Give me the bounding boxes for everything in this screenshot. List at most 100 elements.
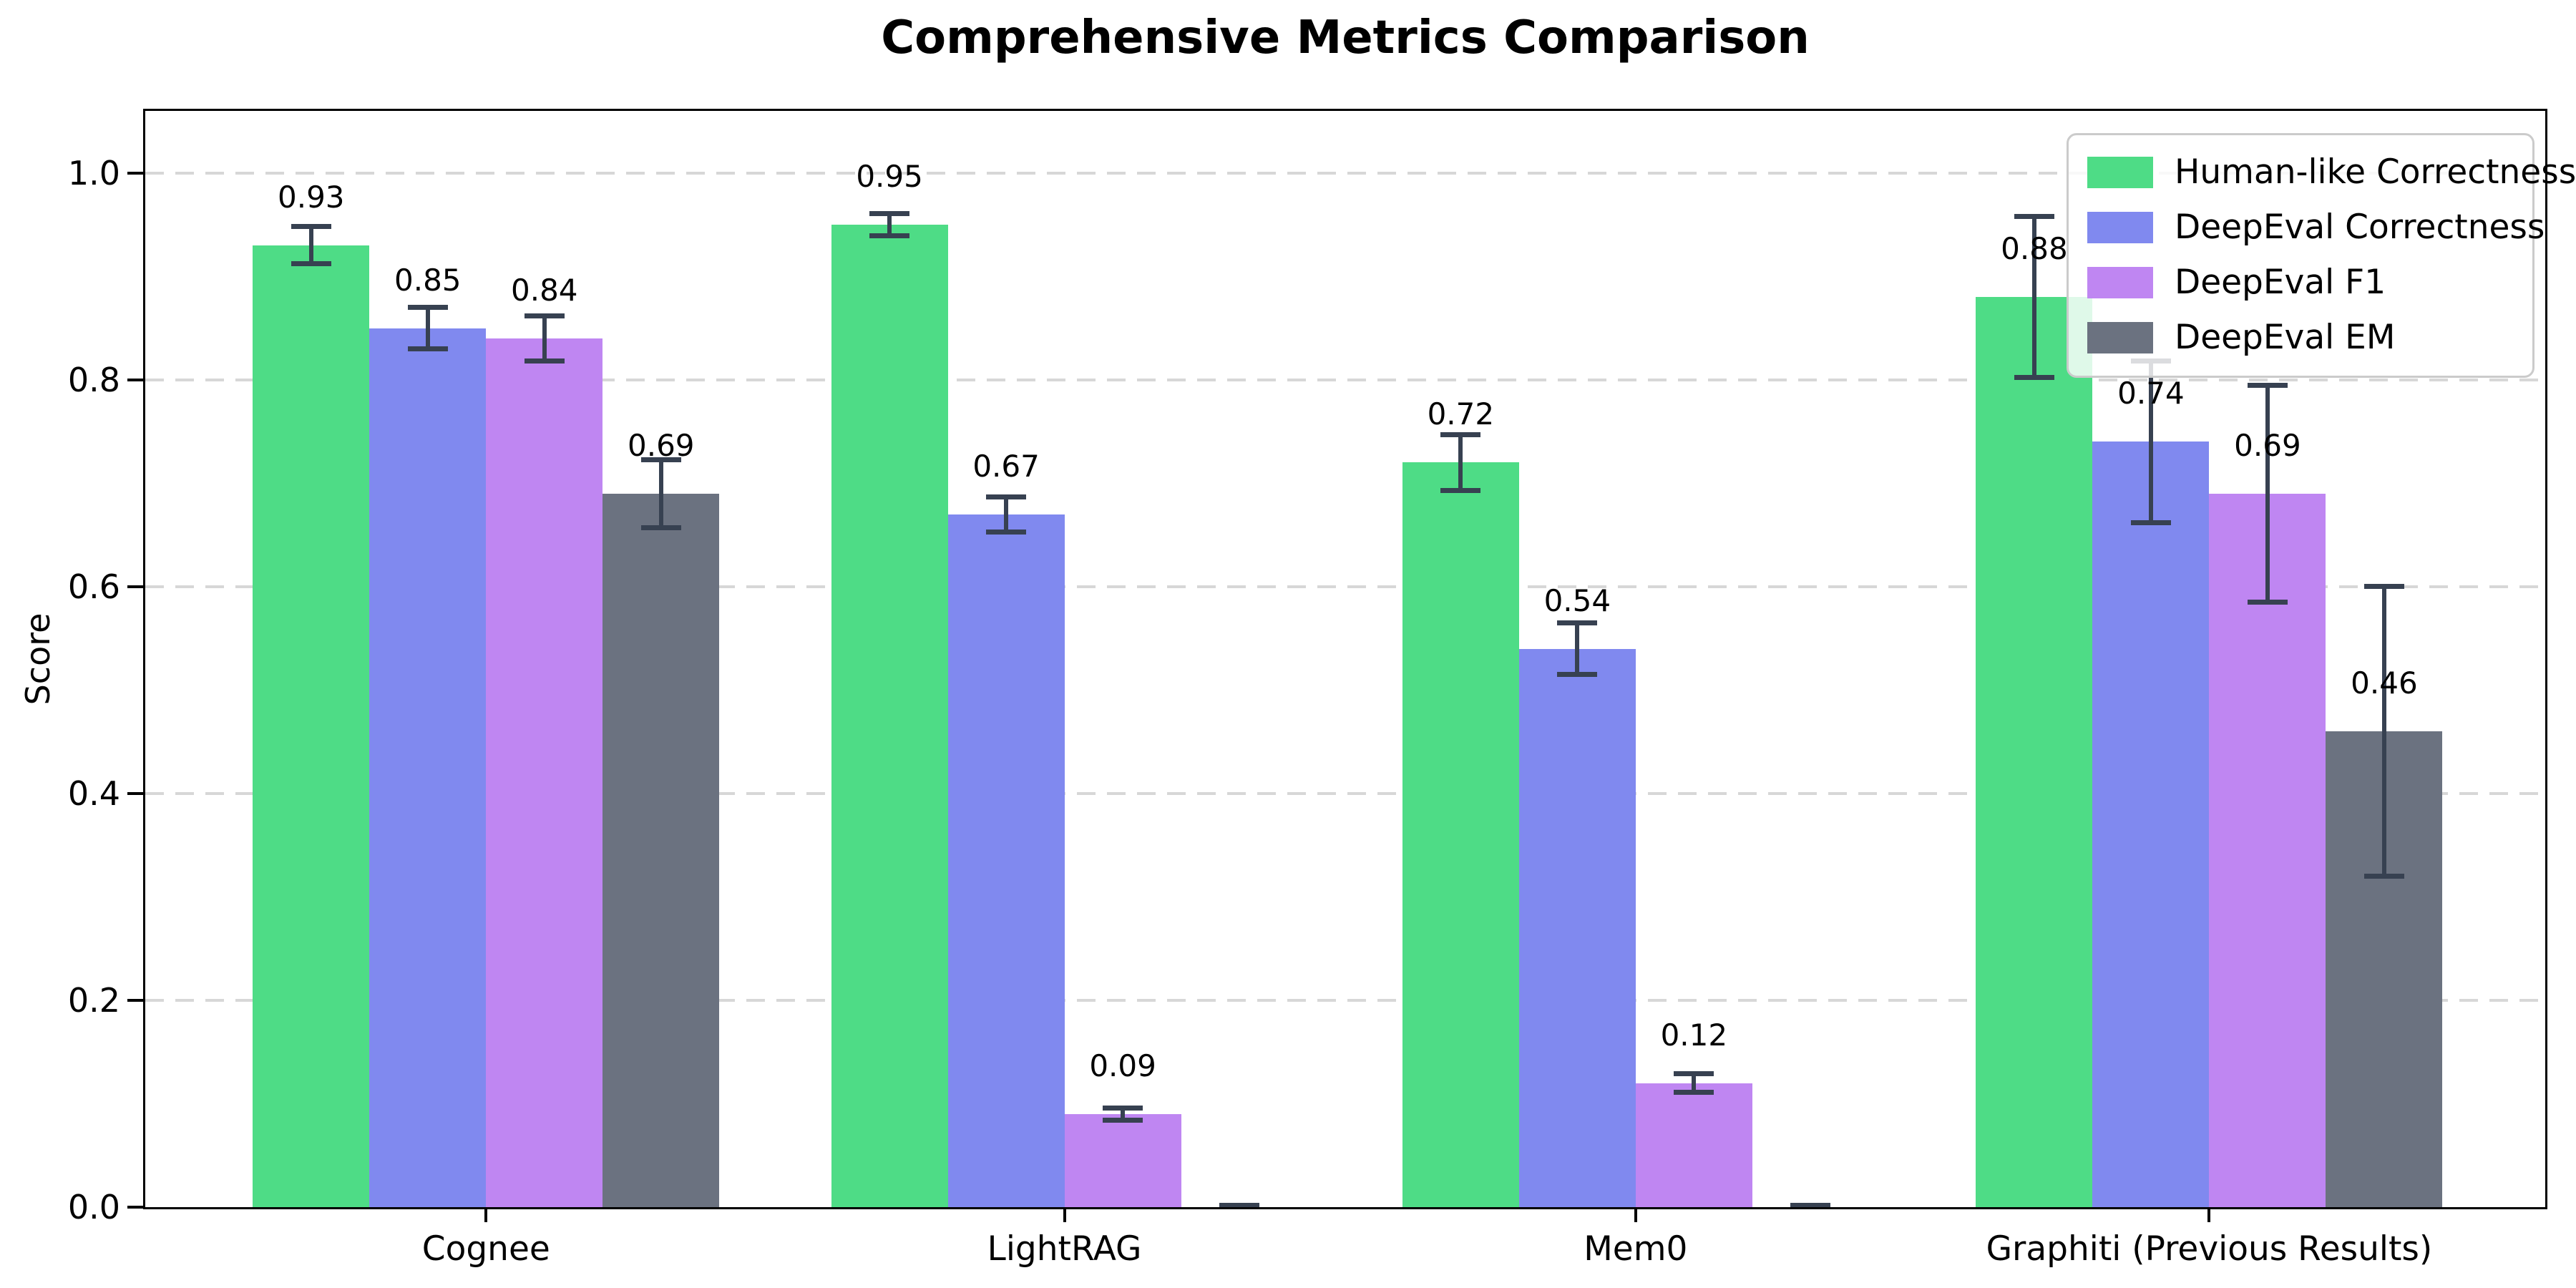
bar-value-label: 0.67	[972, 448, 1040, 484]
error-bar	[658, 459, 663, 528]
y-tick-label: 0.0	[67, 1188, 120, 1226]
error-bar	[2381, 586, 2386, 877]
error-bar-cap	[2014, 213, 2054, 219]
legend-swatch	[2087, 156, 2153, 188]
bar-value-label: 0.88	[2001, 231, 2068, 267]
x-tick-label: LightRAG	[987, 1229, 1142, 1269]
error-bar-cap	[2247, 382, 2288, 388]
error-bar-cap	[1103, 1105, 1143, 1111]
error-bar	[887, 213, 892, 236]
legend-label: DeepEval Correctness	[2175, 208, 2545, 247]
bar	[947, 514, 1065, 1207]
error-bar-cap	[1440, 487, 1481, 493]
error-bar-cap	[1674, 1090, 1714, 1096]
error-bar-cap	[2130, 519, 2171, 525]
gridline	[145, 378, 2545, 381]
y-tick-label: 1.0	[67, 153, 120, 192]
bar	[1064, 1113, 1181, 1207]
bar	[2092, 441, 2210, 1207]
error-bar-cap	[407, 346, 448, 351]
bar	[486, 338, 603, 1207]
error-bar-cap	[291, 261, 331, 267]
error-bar-cap	[986, 494, 1027, 499]
y-tick-mark	[127, 378, 143, 381]
x-tick-label: Cognee	[421, 1229, 550, 1269]
error-bar	[542, 316, 547, 361]
bar-value-label: 0.46	[2351, 665, 2418, 701]
legend-swatch	[2087, 321, 2153, 353]
bar-value-label: 0.85	[394, 262, 462, 298]
bar-value-label: 0.54	[1543, 582, 1611, 618]
error-bar-cap	[407, 305, 448, 311]
bar-value-label: 0.95	[856, 158, 923, 194]
bar-value-label: 0.84	[511, 272, 578, 308]
error-bar	[1575, 623, 1580, 675]
legend-swatch	[2087, 211, 2153, 243]
error-bar	[1692, 1073, 1697, 1093]
bar	[1518, 648, 1636, 1207]
bar-value-label: 0.72	[1427, 396, 1495, 432]
y-tick-label: 0.4	[67, 774, 120, 813]
error-bar	[1004, 497, 1009, 532]
error-bar-cap	[524, 313, 565, 318]
y-tick-mark	[127, 585, 143, 588]
legend-item: DeepEval Correctness	[2087, 208, 2545, 247]
bar-value-label: 0.69	[2234, 427, 2301, 463]
error-bar-cap	[640, 525, 681, 530]
error-bar	[2148, 361, 2153, 523]
legend-label: DeepEval F1	[2175, 263, 2386, 302]
x-tick-mark	[2207, 1209, 2211, 1222]
legend-label: Human-like Correctness	[2175, 152, 2576, 192]
x-tick-label: Mem0	[1584, 1229, 1688, 1269]
bar	[253, 245, 370, 1207]
error-bar-cap	[1557, 620, 1598, 625]
y-tick-label: 0.2	[67, 980, 120, 1020]
bar	[2209, 493, 2326, 1207]
bar-value-label: 0.69	[628, 427, 695, 463]
bar-value-label: 0.12	[1660, 1017, 1728, 1053]
y-tick-mark	[127, 791, 143, 795]
error-bar-cap	[1557, 672, 1598, 678]
legend-item: Human-like Correctness	[2087, 152, 2576, 192]
chart-title: Comprehensive Metrics Comparison	[881, 11, 1810, 64]
bar-value-label: 0.93	[278, 179, 345, 215]
x-tick-mark	[1634, 1209, 1637, 1222]
y-tick-label: 0.6	[67, 567, 120, 606]
legend: Human-like Correctness DeepEval Correctne…	[2067, 133, 2576, 378]
gridline	[145, 171, 2545, 175]
error-bar-cap	[1103, 1118, 1143, 1123]
error-bar	[2265, 385, 2270, 602]
x-tick-mark	[1063, 1209, 1066, 1222]
error-bar	[1121, 1108, 1126, 1121]
error-bar-cap	[640, 457, 681, 462]
bar	[1635, 1083, 1752, 1207]
legend-item: DeepEval EM	[2087, 318, 2514, 357]
bar	[369, 328, 487, 1207]
error-bar-cap	[869, 233, 910, 239]
error-bar-cap	[1440, 431, 1481, 437]
bar	[602, 493, 720, 1207]
error-bar-cap	[2014, 375, 2054, 381]
error-bar	[2031, 216, 2036, 378]
bar	[1402, 462, 1519, 1207]
x-tick-label: Graphiti (Previous Results)	[1986, 1229, 2433, 1269]
y-tick-mark	[127, 998, 143, 1002]
gridline	[145, 998, 2545, 1002]
y-tick-mark	[127, 171, 143, 175]
error-bar-cap	[2363, 584, 2404, 590]
legend-swatch	[2087, 266, 2153, 298]
gridline	[145, 585, 2545, 588]
legend-label: DeepEval EM	[2175, 318, 2396, 357]
error-bar-cap	[291, 224, 331, 230]
error-bar-cap	[869, 210, 910, 216]
y-axis-label: Score	[19, 613, 57, 706]
error-bar-cap	[1219, 1204, 1260, 1207]
bar	[1976, 297, 2093, 1207]
y-tick-mark	[127, 1206, 143, 1209]
error-bar-cap	[524, 358, 565, 364]
bar-value-label: 0.74	[2117, 376, 2185, 411]
error-bar	[1458, 434, 1463, 491]
y-tick-label: 0.8	[67, 360, 120, 399]
x-tick-mark	[484, 1209, 488, 1222]
